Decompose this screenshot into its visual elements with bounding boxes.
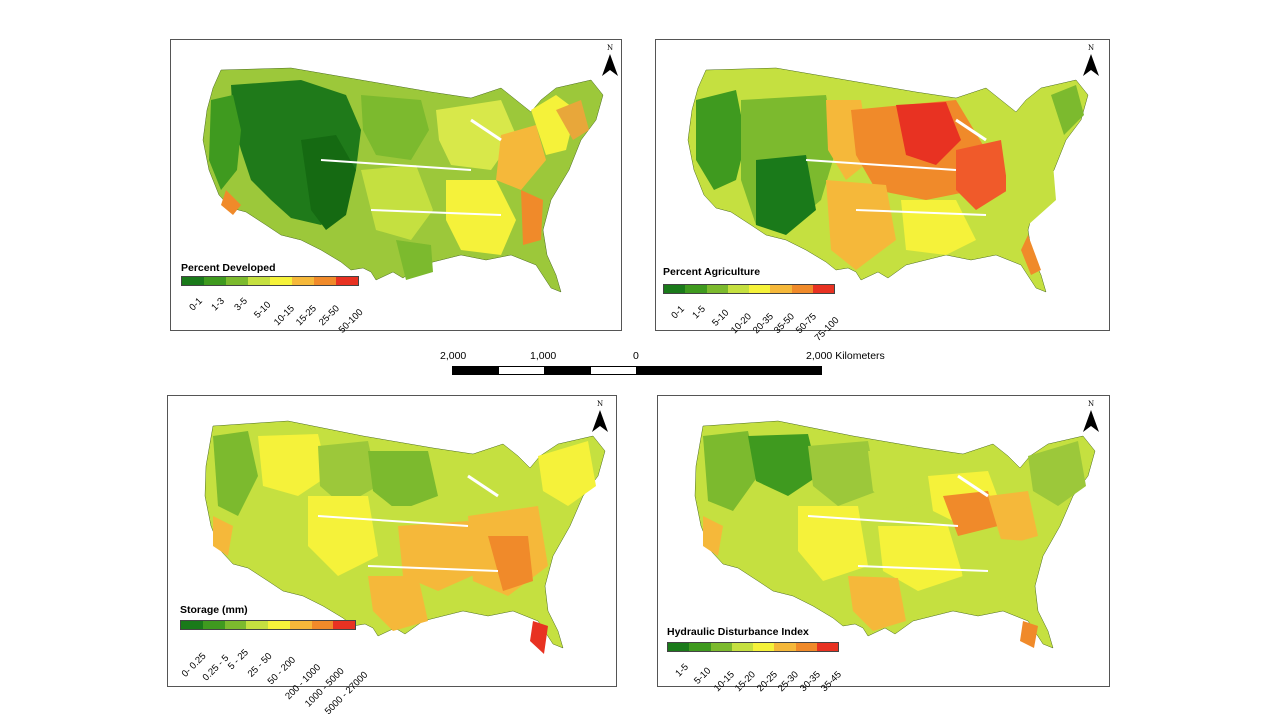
north-arrow: N [1079,44,1103,80]
north-arrow: N [588,400,612,436]
legend-swatch [289,621,312,629]
legend-swatch [710,643,732,651]
legend-label: 10-20 [729,311,755,337]
legend-labels-disturbance: 1-5 5-10 10-15 15-20 20-25 25-30 30-35 35-45 [667,652,844,702]
legend-swatch [753,643,775,651]
north-arrow-icon [602,54,618,76]
legend-swatch [311,621,334,629]
legend-swatch [226,277,248,285]
north-letter: N [596,400,604,408]
legend-label: 0-1 [187,295,206,314]
legend-swatch [270,277,292,285]
legend-label: 1-5 [673,661,691,680]
north-letter: N [1087,400,1095,408]
legend-swatch [204,277,226,285]
legend-swatch [314,277,336,285]
legend-label: 5-10 [692,665,714,687]
legend-swatch [248,277,270,285]
scale-bar: 2,000 1,000 0 2,000 Kilometers [440,348,910,378]
north-arrow-icon [1083,410,1099,432]
legend-labels-developed: 0-1 1-3 3-5 5-10 10-15 15-25 25-50 50-100 [181,286,366,336]
legend-swatch [749,285,771,293]
us-map-disturbance [694,420,1096,649]
scale-label-2000-km: 2,000 Kilometers [806,350,885,362]
legend-swatch [268,621,290,629]
legend-swatch [770,285,792,293]
legend-swatch [689,643,711,651]
us-map-agriculture [687,67,1089,293]
legend-swatch [333,621,355,629]
legend-title-storage: Storage (mm) [180,604,248,616]
legend-swatch [336,277,358,285]
north-arrow: N [598,44,622,80]
legend-label: 25-50 [316,303,342,329]
legend-title-agriculture: Percent Agriculture [663,266,761,278]
legend-title-disturbance: Hydraulic Disturbance Index [667,626,809,638]
legend-swatch [812,285,834,293]
scale-label-0: 0 [633,350,639,362]
legend-swatch [246,621,268,629]
legend-label: 0-1 [669,303,687,322]
legend-label: 20-25 [754,669,780,695]
scale-segment [636,366,822,375]
legend-swatch [664,285,686,293]
legend-swatch [292,277,314,285]
north-letter: N [606,44,614,52]
legend-swatch [224,621,247,629]
legend-label: 1-5 [690,303,709,322]
legend-swatch [202,621,225,629]
legend-label: 5-10 [252,299,274,321]
legend-swatch [795,643,817,651]
legend-swatch [181,621,203,629]
map-panel-agriculture: N Percent Agriculture 0-1 1-5 5-10 10-20 20-… [655,39,1110,344]
legend-label: 20-35 [750,311,776,337]
legend-swatches-storage [180,620,356,630]
map-panel-disturbance: N Hydraulic Disturbance Index 1-5 5-10 10-… [657,395,1110,694]
legend-label: 25-30 [776,669,802,695]
legend-label: 15-25 [294,303,320,329]
legend-swatch [731,643,753,651]
legend-label: 5-10 [709,307,732,329]
legend-label: 30-35 [797,669,823,695]
legend-swatch [727,285,749,293]
legend-swatch [182,277,204,285]
legend-swatches-agriculture [663,284,835,294]
legend-label: 15-20 [733,669,759,695]
legend-title-developed: Percent Developed [181,262,276,274]
legend-label: 10-15 [711,669,737,695]
us-map-developed [202,67,604,293]
us-map-storage [204,420,606,654]
scale-label-1000: 1,000 [530,350,557,362]
legend-swatches-developed [181,276,359,286]
legend-labels-agriculture: 0-1 1-5 5-10 10-20 20-35 35-50 50-75 75-100 [663,294,842,344]
legend-swatch [706,285,728,293]
legend-swatch [816,643,838,651]
scale-segment [590,366,637,375]
scale-label-2000-left: 2,000 [440,350,467,362]
map-panel-developed: N Percent Developed 0-1 1-3 3-5 5-10 10-15 15… [170,39,622,336]
north-arrow-icon [592,410,608,432]
legend-swatch [774,643,796,651]
scale-segment [544,366,591,375]
legend-label: 3-5 [232,295,250,314]
scale-segment [498,366,545,375]
legend-swatch [668,643,690,651]
legend-swatches-disturbance [667,642,839,652]
legend-label: 1-3 [209,295,228,314]
scale-segment [452,366,499,375]
north-letter: N [1087,44,1095,52]
north-arrow-icon [1083,54,1099,76]
north-arrow: N [1079,400,1103,436]
legend-label: 10-15 [272,303,298,329]
legend-swatch [791,285,813,293]
legend-label: 35-50 [772,311,798,337]
legend-swatch [685,285,707,293]
